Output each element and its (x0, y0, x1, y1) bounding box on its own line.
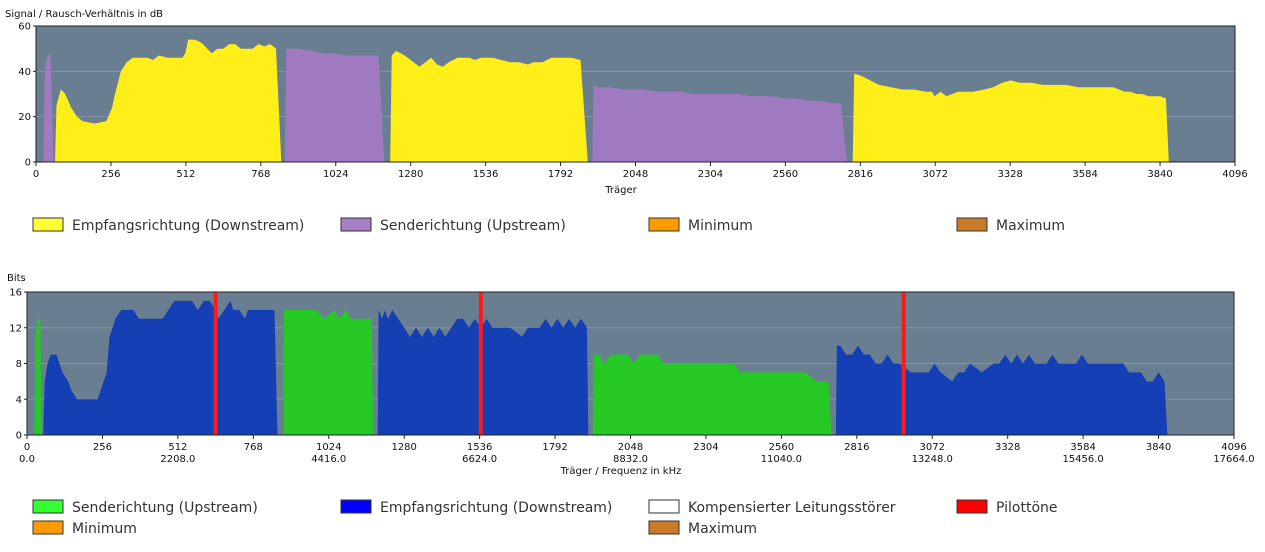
x-tick-label: 1792 (548, 169, 573, 180)
series-area (55, 39, 282, 162)
series-area (283, 309, 374, 435)
legend-label: Empfangsrichtung (Downstream) (72, 218, 304, 234)
y-tick-label: 60 (18, 22, 31, 33)
y-tick-label: 0 (25, 158, 31, 169)
legend-label: Senderichtung (Upstream) (380, 218, 566, 234)
x-tick-label: 1024 (323, 169, 348, 180)
legend-swatch (32, 217, 64, 232)
y-tick-label: 16 (9, 288, 22, 299)
x-tick-label: 1024 (316, 442, 341, 453)
snr-chart-title: Signal / Rausch-Verhältnis in dB (5, 9, 163, 20)
x-tick-frequency-label: 6624.0 (462, 454, 497, 465)
series-area (284, 48, 385, 163)
y-tick-label: 12 (9, 323, 22, 334)
x-tick-label: 4096 (1221, 442, 1246, 453)
legend-swatch (648, 217, 680, 232)
x-tick-label: 1536 (467, 442, 492, 453)
legend-label: Maximum (996, 218, 1065, 234)
snr-chart: Signal / Rausch-Verhältnis in dB 0 20 40 60… (5, 9, 1248, 234)
series-area (43, 300, 278, 435)
x-tick-label: 2048 (623, 169, 648, 180)
x-tick-label: 2560 (773, 169, 798, 180)
x-tick-label: 3072 (923, 169, 948, 180)
x-tick-label: 768 (244, 442, 263, 453)
legend-swatch (648, 499, 680, 514)
bits-chart-title: Bits (7, 273, 26, 284)
series-area (377, 309, 589, 435)
legend-swatch (32, 520, 64, 535)
y-tick-label: 40 (18, 67, 31, 78)
bits-series-group (34, 292, 1168, 435)
x-tick-label: 1280 (398, 169, 423, 180)
legend-label: Kompensierter Leitungsstörer (688, 500, 896, 516)
x-tick-frequency-label: 17664.0 (1213, 454, 1254, 465)
x-tick-label: 256 (101, 169, 120, 180)
x-tick-label: 512 (168, 442, 187, 453)
x-tick-label: 2304 (693, 442, 718, 453)
x-tick-label: 512 (176, 169, 195, 180)
x-tick-label: 2304 (698, 169, 723, 180)
x-tick-label: 3840 (1147, 169, 1172, 180)
legend-swatch (956, 217, 988, 232)
y-tick-label: 8 (16, 359, 22, 370)
series-area (43, 53, 54, 163)
legend-swatch (340, 217, 372, 232)
x-tick-frequency-label: 13248.0 (912, 454, 953, 465)
x-tick-frequency-label: 2208.0 (160, 454, 195, 465)
series-area (34, 318, 42, 435)
legend-swatch (648, 520, 680, 535)
y-tick-label: 4 (16, 395, 22, 406)
legend-swatch (340, 499, 372, 514)
x-tick-label: 3584 (1072, 169, 1097, 180)
y-tick-label: 0 (16, 431, 22, 442)
x-tick-frequency-label: 8832.0 (613, 454, 648, 465)
x-tick-label: 0 (24, 442, 30, 453)
bits-legend: Senderichtung (Upstream) Empfangsrichtung… (32, 499, 1058, 537)
x-tick-label: 2560 (769, 442, 794, 453)
x-tick-label: 768 (251, 169, 270, 180)
legend-label: Pilottöne (996, 500, 1058, 516)
y-tick-label: 20 (18, 112, 31, 123)
snr-x-axis-label: Träger (604, 185, 637, 196)
series-area (592, 84, 847, 162)
legend-label: Minimum (688, 218, 753, 234)
x-tick-label: 2816 (848, 169, 873, 180)
bits-axes: 0 4 8 12 16 0 256 512 768 1024 1280 1536 1792 2048 230… (9, 288, 1254, 466)
legend-label: Minimum (72, 521, 137, 537)
x-tick-label: 0 (33, 169, 39, 180)
x-tick-frequency-label: 0.0 (19, 454, 35, 465)
series-area (852, 73, 1169, 162)
x-tick-label: 1536 (473, 169, 498, 180)
x-tick-frequency-label: 4416.0 (311, 454, 346, 465)
legend-swatch (32, 499, 64, 514)
x-tick-label: 3328 (995, 442, 1020, 453)
snr-axes: 0 20 40 60 0 256 512 768 1024 1280 1536 1792 2048 230… (18, 22, 1247, 181)
bits-x-axis-label: Träger / Frequenz in kHz (560, 466, 682, 477)
x-tick-label: 3584 (1070, 442, 1095, 453)
legend-label: Empfangsrichtung (Downstream) (380, 500, 612, 516)
x-tick-frequency-label: 11040.0 (761, 454, 802, 465)
x-tick-label: 4096 (1222, 169, 1247, 180)
x-tick-label: 3328 (997, 169, 1022, 180)
x-tick-label: 1792 (542, 442, 567, 453)
bits-chart: Bits 0 4 8 12 16 0 256 512 768 1024 1280 1536 1792 20… (7, 273, 1255, 537)
x-tick-label: 1280 (391, 442, 416, 453)
series-area (835, 345, 1168, 435)
x-tick-label: 2816 (844, 442, 869, 453)
x-tick-label: 256 (93, 442, 112, 453)
series-area (592, 354, 832, 435)
legend-swatch (956, 499, 988, 514)
snr-series-group (43, 39, 1169, 163)
legend-label: Senderichtung (Upstream) (72, 500, 258, 516)
x-tick-label: 2048 (618, 442, 643, 453)
snr-legend: Empfangsrichtung (Downstream) Senderichtu… (32, 217, 1065, 234)
x-tick-frequency-label: 15456.0 (1062, 454, 1103, 465)
x-tick-label: 3840 (1146, 442, 1171, 453)
x-tick-label: 3072 (920, 442, 945, 453)
series-area (390, 50, 588, 162)
legend-label: Maximum (688, 521, 757, 537)
